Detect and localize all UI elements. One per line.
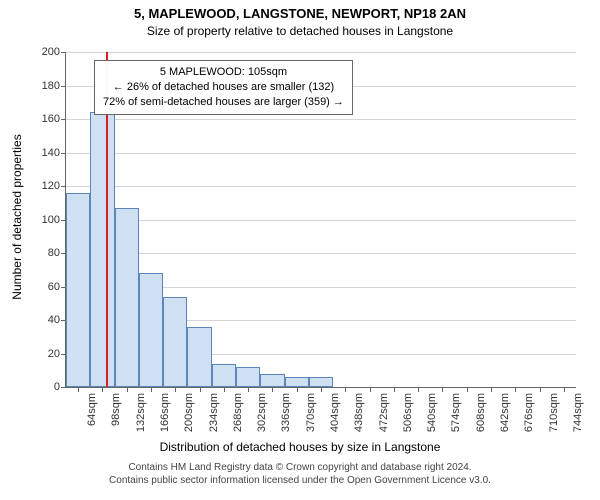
gridline — [66, 52, 576, 53]
xtick-label: 438sqm — [351, 393, 365, 432]
ytick-label: 40 — [48, 314, 66, 326]
bar — [212, 364, 236, 387]
xtick-label: 98sqm — [108, 393, 122, 426]
gridline — [66, 220, 576, 221]
xtick-mark — [564, 387, 565, 392]
y-axis-title: Number of detached properties — [10, 117, 24, 317]
gridline — [66, 253, 576, 254]
bar — [309, 377, 333, 387]
info-box-line: ← 26% of detached houses are smaller (13… — [103, 80, 344, 95]
footer-line: Contains public sector information licen… — [0, 475, 600, 488]
xtick-label: 370sqm — [303, 393, 317, 432]
gridline — [66, 153, 576, 154]
xtick-mark — [78, 387, 79, 392]
info-box-line: 5 MAPLEWOOD: 105sqm — [103, 65, 344, 80]
xtick-label: 710sqm — [546, 393, 560, 432]
xtick-label: 404sqm — [327, 393, 341, 432]
xtick-mark — [321, 387, 322, 392]
xtick-label: 676sqm — [521, 393, 535, 432]
xtick-mark — [127, 387, 128, 392]
xtick-label: 166sqm — [157, 393, 171, 432]
gridline — [66, 186, 576, 187]
xtick-mark — [442, 387, 443, 392]
xtick-label: 268sqm — [230, 393, 244, 432]
chart-title-sub: Size of property relative to detached ho… — [0, 24, 600, 38]
info-box-line: 72% of semi-detached houses are larger (… — [103, 95, 344, 110]
xtick-label: 642sqm — [497, 393, 511, 432]
xtick-label: 608sqm — [473, 393, 487, 432]
ytick-label: 200 — [42, 46, 66, 58]
xtick-mark — [248, 387, 249, 392]
ytick-label: 60 — [48, 281, 66, 293]
info-box: 5 MAPLEWOOD: 105sqm← 26% of detached hou… — [94, 60, 353, 115]
ytick-label: 20 — [48, 348, 66, 360]
xtick-label: 200sqm — [181, 393, 195, 432]
xtick-label: 574sqm — [448, 393, 462, 432]
xtick-mark — [467, 387, 468, 392]
xtick-mark — [515, 387, 516, 392]
ytick-label: 80 — [48, 247, 66, 259]
xtick-label: 234sqm — [206, 393, 220, 432]
footer-line: Contains HM Land Registry data © Crown c… — [0, 462, 600, 475]
bar — [236, 367, 260, 387]
xtick-mark — [200, 387, 201, 392]
xtick-label: 132sqm — [133, 393, 147, 432]
bar — [90, 112, 114, 387]
bar — [187, 327, 211, 387]
xtick-mark — [540, 387, 541, 392]
xtick-mark — [394, 387, 395, 392]
xtick-label: 336sqm — [278, 393, 292, 432]
ytick-label: 0 — [54, 381, 66, 393]
bar — [260, 374, 284, 387]
ytick-label: 160 — [42, 113, 66, 125]
xtick-mark — [175, 387, 176, 392]
xtick-label: 506sqm — [400, 393, 414, 432]
ytick-label: 120 — [42, 180, 66, 192]
ytick-label: 100 — [42, 214, 66, 226]
x-axis-title: Distribution of detached houses by size … — [0, 440, 600, 454]
bar — [139, 273, 163, 387]
xtick-mark — [102, 387, 103, 392]
xtick-label: 302sqm — [254, 393, 268, 432]
xtick-label: 472sqm — [376, 393, 390, 432]
xtick-mark — [224, 387, 225, 392]
xtick-label: 540sqm — [424, 393, 438, 432]
xtick-mark — [418, 387, 419, 392]
bar — [66, 193, 90, 387]
xtick-mark — [272, 387, 273, 392]
ytick-label: 180 — [42, 80, 66, 92]
xtick-mark — [345, 387, 346, 392]
xtick-mark — [370, 387, 371, 392]
ytick-label: 140 — [42, 147, 66, 159]
xtick-label: 744sqm — [570, 393, 584, 432]
bar — [115, 208, 139, 387]
gridline — [66, 119, 576, 120]
xtick-mark — [491, 387, 492, 392]
xtick-label: 64sqm — [84, 393, 98, 426]
footer: Contains HM Land Registry data © Crown c… — [0, 462, 600, 487]
xtick-mark — [151, 387, 152, 392]
bar — [163, 297, 187, 387]
xtick-mark — [297, 387, 298, 392]
bar — [285, 377, 309, 387]
chart-title-main: 5, MAPLEWOOD, LANGSTONE, NEWPORT, NP18 2… — [0, 6, 600, 21]
plot-area: 02040608010012014016018020064sqm98sqm132… — [65, 52, 576, 388]
